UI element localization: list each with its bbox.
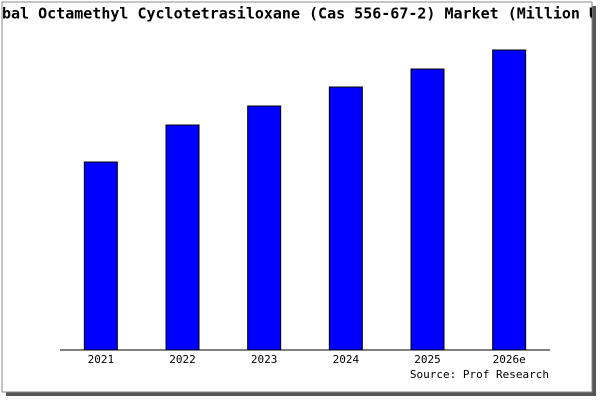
x-tick-label: 2021	[88, 353, 115, 366]
title-clip: Global Octamethyl Cyclotetrasiloxane (Ca…	[0, 5, 600, 23]
bar	[410, 68, 445, 351]
x-tick-label: 2023	[251, 353, 278, 366]
x-tick-label: 2026e	[493, 353, 526, 366]
chart-title: Global Octamethyl Cyclotetrasiloxane (Ca…	[0, 5, 600, 23]
bar	[328, 86, 363, 351]
bar	[165, 124, 200, 351]
x-tick-label: 2024	[333, 353, 360, 366]
bar	[83, 161, 118, 351]
x-tick-label: 2022	[169, 353, 196, 366]
bar	[247, 105, 282, 351]
bar	[492, 49, 527, 351]
x-tick-label: 2025	[414, 353, 441, 366]
source-note: Source: Prof Research	[410, 368, 549, 381]
